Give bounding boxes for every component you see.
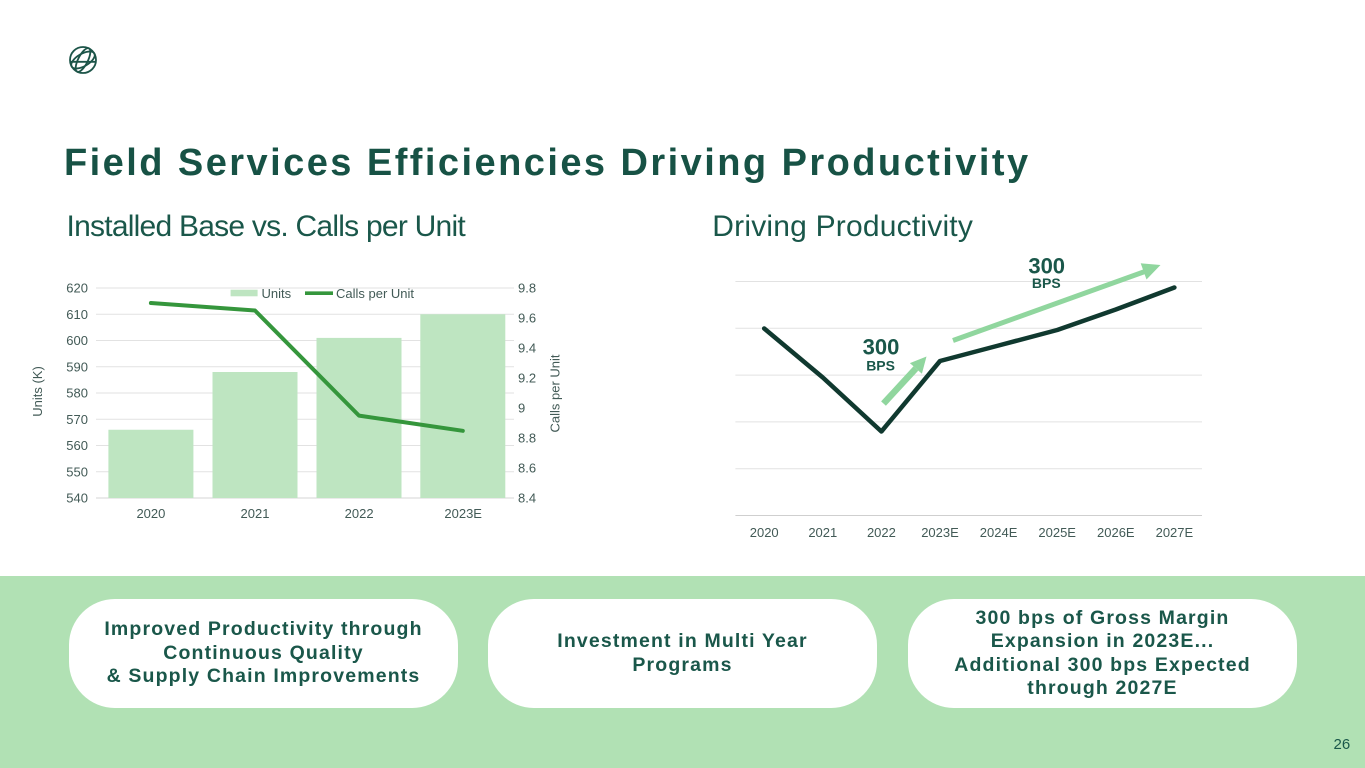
svg-text:9.8: 9.8 [518,281,536,296]
svg-text:2025E: 2025E [1038,525,1076,540]
svg-text:550: 550 [66,464,88,479]
svg-text:540: 540 [66,491,88,506]
svg-text:9.4: 9.4 [518,341,536,356]
svg-text:570: 570 [66,412,88,427]
svg-text:2020: 2020 [750,525,779,540]
svg-text:300: 300 [863,335,900,360]
svg-text:2026E: 2026E [1097,525,1135,540]
svg-text:Calls per Unit: Calls per Unit [336,286,414,301]
svg-text:600: 600 [66,333,88,348]
svg-text:2022: 2022 [345,506,374,521]
svg-text:590: 590 [66,359,88,374]
svg-text:2021: 2021 [241,506,270,521]
svg-text:Units: Units [262,286,292,301]
svg-text:2027E: 2027E [1156,525,1194,540]
svg-text:580: 580 [66,386,88,401]
svg-text:2023E: 2023E [444,506,482,521]
svg-text:BPS: BPS [1032,275,1061,291]
svg-text:560: 560 [66,438,88,453]
svg-text:8.8: 8.8 [518,431,536,446]
svg-text:2020: 2020 [136,506,165,521]
svg-text:610: 610 [66,307,88,322]
svg-text:300: 300 [1028,253,1065,278]
svg-text:Units (K): Units (K) [30,366,45,417]
svg-text:9.2: 9.2 [518,371,536,386]
svg-text:620: 620 [66,281,88,296]
svg-text:8.4: 8.4 [518,491,536,506]
svg-text:2022: 2022 [867,525,896,540]
svg-text:2021: 2021 [808,525,837,540]
svg-text:8.6: 8.6 [518,461,536,476]
svg-text:2024E: 2024E [980,525,1018,540]
svg-text:BPS: BPS [866,357,895,373]
svg-text:2023E: 2023E [921,525,959,540]
svg-text:9.6: 9.6 [518,311,536,326]
svg-text:Calls per Unit: Calls per Unit [548,354,563,432]
svg-text:9: 9 [518,401,525,416]
